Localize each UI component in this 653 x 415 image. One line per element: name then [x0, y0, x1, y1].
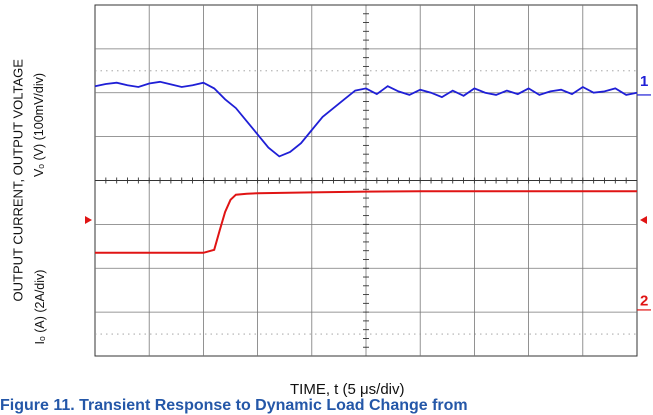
channel-2-current-trace: [95, 190, 637, 254]
channel-2-ylabel: Iₒ (A) (2A/div): [33, 269, 47, 345]
x-axis-label: TIME, t (5 μs/div): [290, 381, 405, 398]
left-ground-arrow: [85, 215, 92, 224]
channel-1-marker: 1: [640, 73, 648, 90]
axis-ticks: [94, 4, 638, 357]
right-ground-arrow: [640, 215, 647, 224]
y-axis-label: OUTPUT CURRENT, OUTPUT VOLTAGE: [10, 59, 26, 302]
channel-1-ylabel: Vₒ (V) (100mV/div): [32, 72, 46, 178]
channel-2-marker: 2: [640, 293, 648, 310]
channel-1-voltage-trace: [94, 80, 638, 158]
channel-markers: 12: [85, 73, 651, 311]
figure-caption: Figure 11. Transient Response to Dynamic…: [0, 397, 468, 414]
